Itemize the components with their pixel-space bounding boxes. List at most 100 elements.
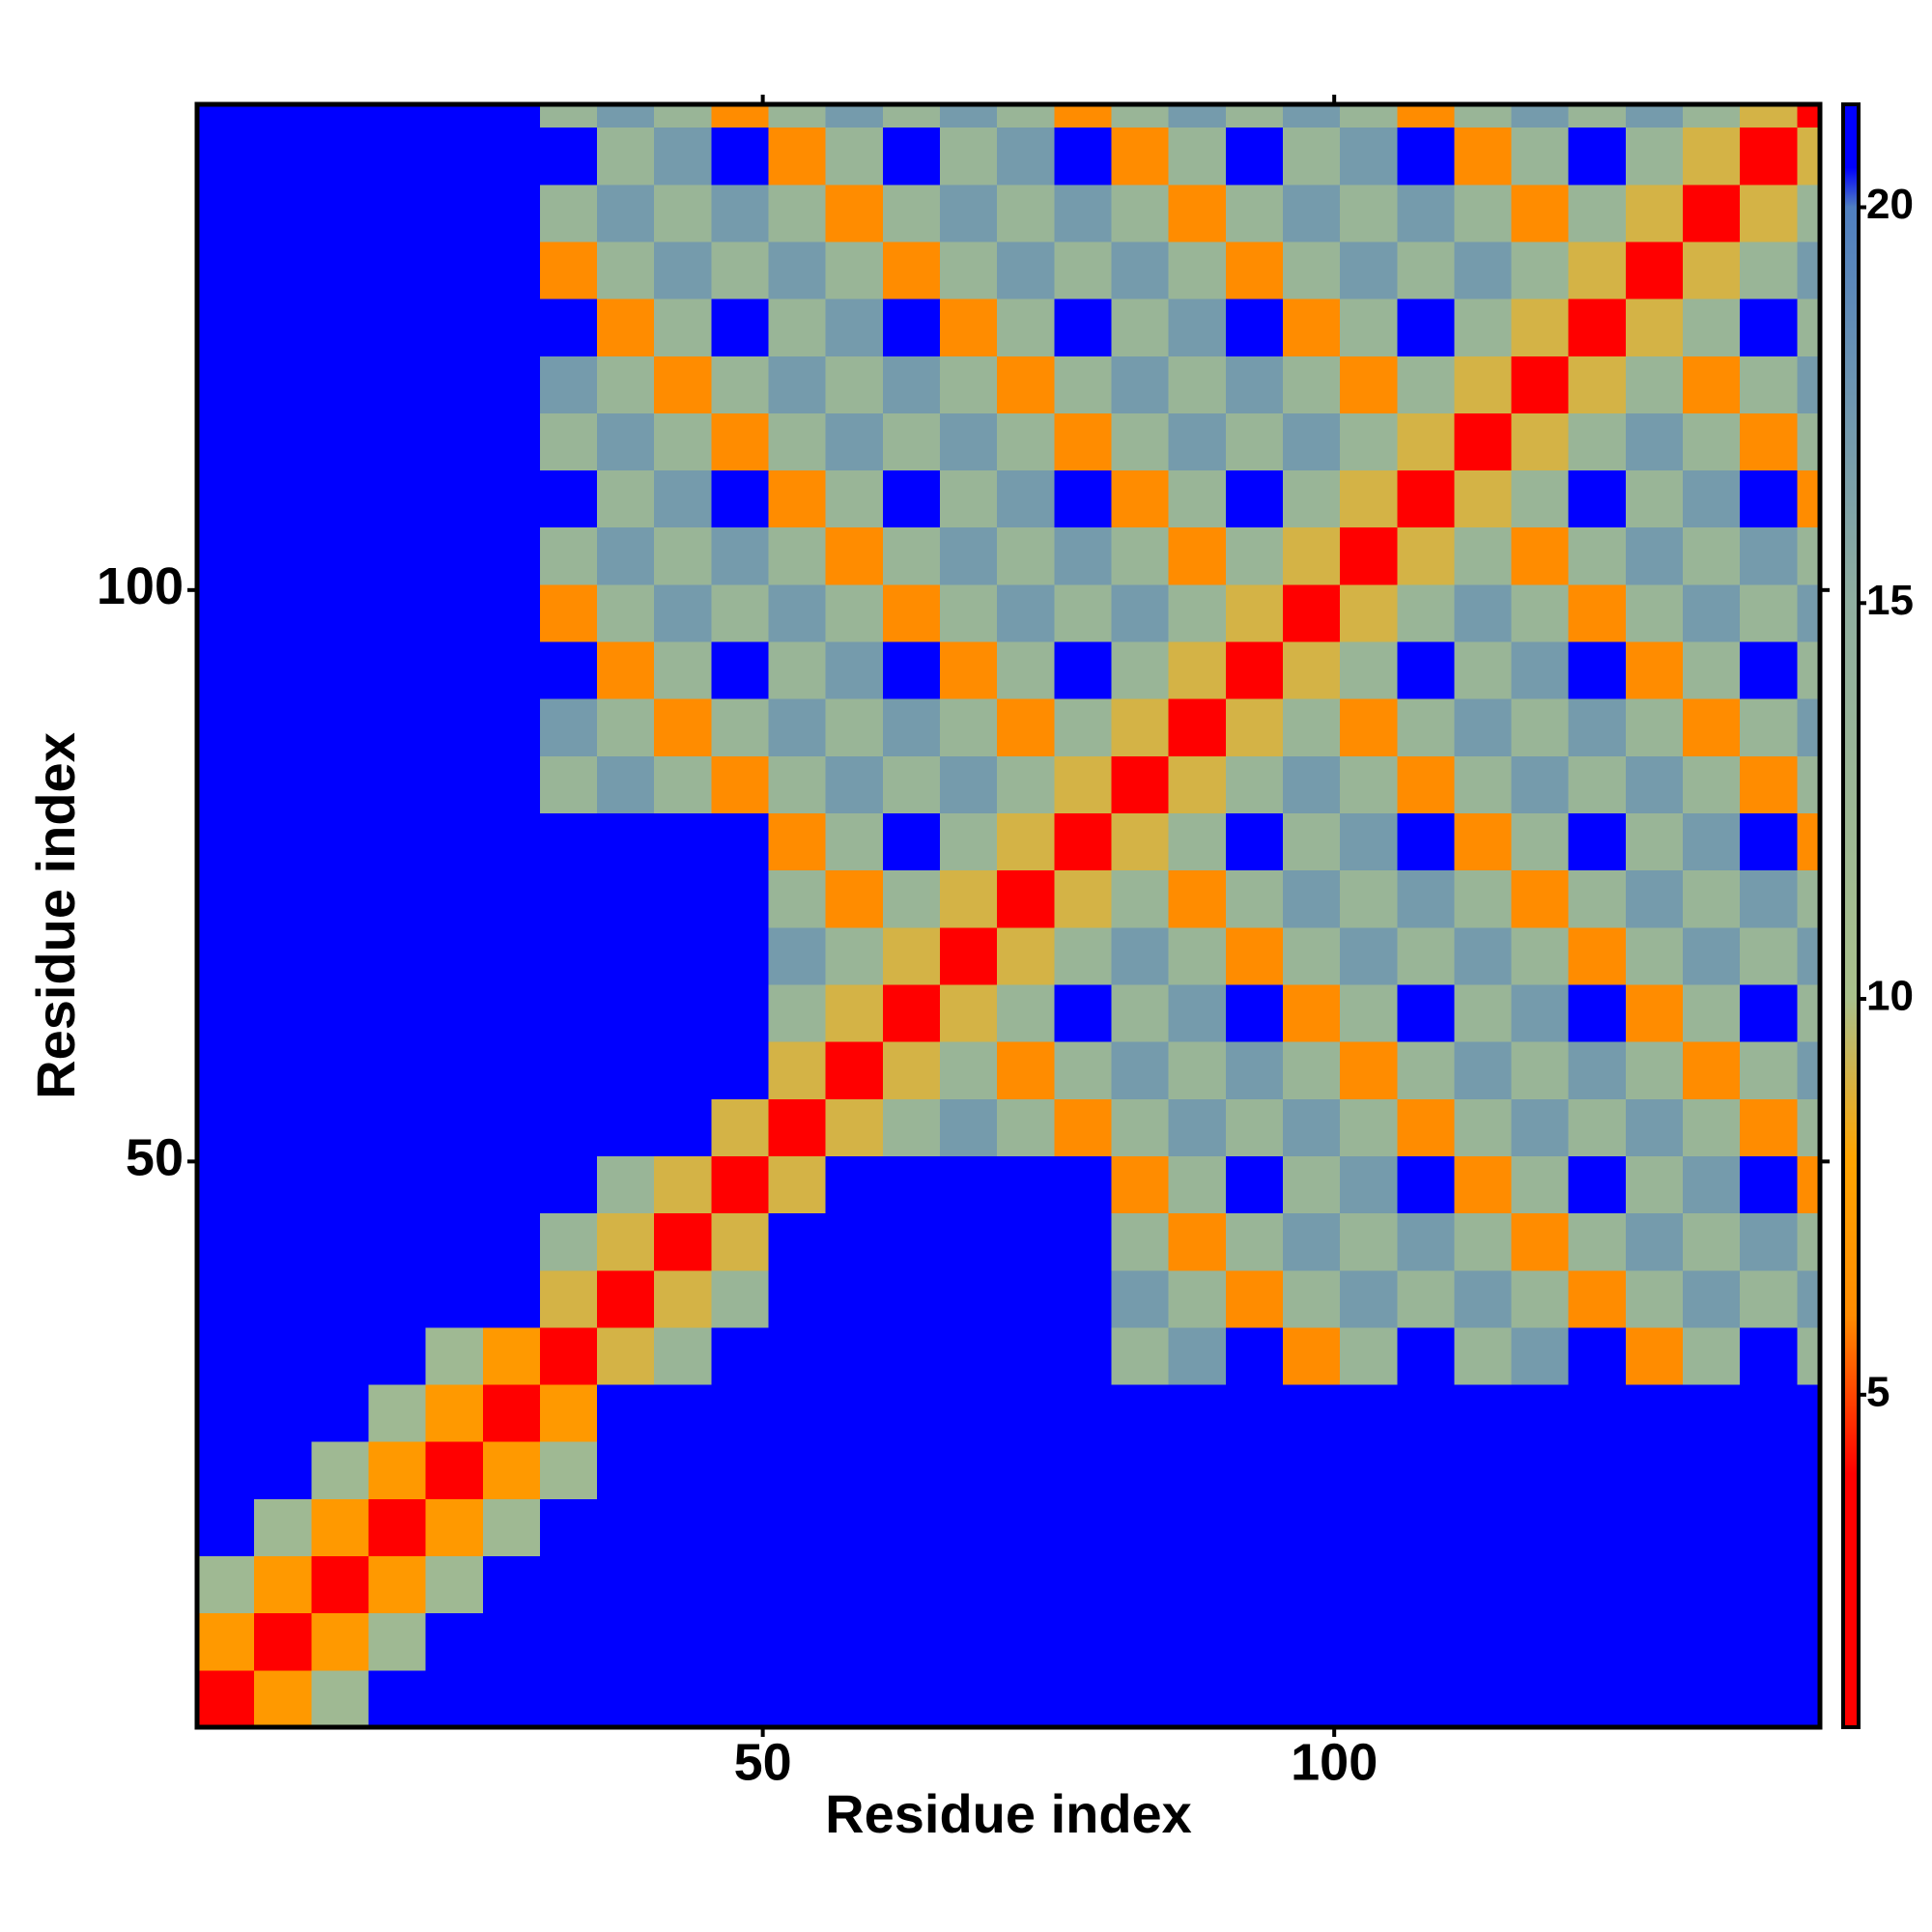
heatmap-cell (597, 926, 655, 985)
heatmap-cell (940, 1384, 998, 1442)
heatmap-cell (1797, 355, 1821, 413)
heatmap-cell (882, 698, 941, 756)
heatmap-cell (1282, 104, 1341, 128)
heatmap-cell (254, 983, 312, 1042)
heatmap-cell (1340, 755, 1398, 814)
heatmap-cell (1625, 583, 1684, 642)
heatmap-cell (482, 869, 541, 928)
heatmap-cell (1340, 1441, 1398, 1499)
heatmap-cell (1625, 1155, 1684, 1214)
heatmap-cell (254, 1669, 312, 1728)
heatmap-cell (1397, 526, 1455, 585)
heatmap-cell (882, 1669, 941, 1728)
heatmap-cell (1511, 641, 1570, 699)
heatmap-cell (825, 1441, 884, 1499)
heatmap-cell (1625, 926, 1684, 985)
heatmap-cell (197, 926, 255, 985)
heatmap-cell (1282, 469, 1341, 528)
heatmap-cell (311, 1041, 369, 1099)
heatmap-cell (1568, 127, 1627, 185)
heatmap-cell (1740, 1098, 1798, 1156)
heatmap-cell (1111, 1155, 1170, 1214)
heatmap-cell (1054, 1441, 1112, 1499)
heatmap-cell (1282, 1555, 1341, 1614)
heatmap-cell (825, 298, 884, 356)
heatmap-cell (997, 1212, 1055, 1271)
heatmap-cell (1454, 1269, 1513, 1328)
heatmap-cell (1454, 469, 1513, 528)
heatmap-cell (425, 812, 484, 871)
heatmap-cell (940, 869, 998, 928)
heatmap-cell (597, 755, 655, 814)
heatmap-cell (768, 1326, 827, 1385)
heatmap-cell (1225, 812, 1284, 871)
heatmap-cell (1683, 1555, 1741, 1614)
heatmap-cell (311, 241, 369, 299)
heatmap-cell (882, 1612, 941, 1671)
heatmap-cell (197, 641, 255, 699)
heatmap-cell (1225, 1326, 1284, 1385)
heatmap-cell (254, 127, 312, 185)
heatmap-cell (1168, 983, 1227, 1042)
heatmap-cell (654, 526, 712, 585)
heatmap-cell (368, 1555, 427, 1614)
heatmap-cell (311, 184, 369, 242)
heatmap-cell (311, 583, 369, 642)
heatmap-cell (425, 698, 484, 756)
heatmap-cell (825, 1041, 884, 1099)
heatmap-cell (711, 104, 770, 128)
heatmap-cell (1282, 298, 1341, 356)
heatmap-cell (997, 1612, 1055, 1671)
heatmap-cell (1454, 926, 1513, 985)
heatmap-cell (1111, 355, 1170, 413)
heatmap-cell (654, 755, 712, 814)
heatmap-cell (1282, 1498, 1341, 1557)
heatmap-cell (1625, 1326, 1684, 1385)
heatmap-cell (940, 1441, 998, 1499)
heatmap-cell (254, 755, 312, 814)
heatmap-cell (197, 526, 255, 585)
heatmap-cell (1797, 1612, 1821, 1671)
heatmap-cell (1397, 983, 1455, 1042)
heatmap-cell (425, 298, 484, 356)
heatmap-cell (654, 812, 712, 871)
heatmap-cell (254, 812, 312, 871)
heatmap-cell (539, 298, 598, 356)
heatmap-cell (1225, 698, 1284, 756)
heatmap-cell (1683, 812, 1741, 871)
heatmap-cell (539, 184, 598, 242)
heatmap-cell (1397, 1384, 1455, 1442)
heatmap-cell (539, 641, 598, 699)
heatmap-cell (254, 1155, 312, 1214)
heatmap-cell (1511, 698, 1570, 756)
heatmap-cell (1225, 983, 1284, 1042)
heatmap-cell (425, 926, 484, 985)
heatmap-cell (597, 355, 655, 413)
heatmap-cell (711, 983, 770, 1042)
heatmap-cell (1168, 1612, 1227, 1671)
heatmap-cell (539, 583, 598, 642)
heatmap-cell (654, 926, 712, 985)
heatmap-cell (997, 1441, 1055, 1499)
colorbar (1841, 102, 1861, 1729)
heatmap-cell (1340, 1098, 1398, 1156)
heatmap-cell (1168, 355, 1227, 413)
heatmap-cell (482, 641, 541, 699)
heatmap-cell (1683, 1441, 1741, 1499)
heatmap-cell (1111, 812, 1170, 871)
heatmap-cell (539, 1669, 598, 1728)
heatmap-cell (539, 104, 598, 128)
heatmap-cell (882, 1155, 941, 1214)
heatmap-cell (1340, 355, 1398, 413)
heatmap-cell (539, 1098, 598, 1156)
heatmap-cell (1740, 184, 1798, 242)
heatmap-cell (1054, 1555, 1112, 1614)
x-tick-label: 50 (734, 1733, 792, 1791)
heatmap-cell (1054, 869, 1112, 928)
heatmap-cell (1225, 526, 1284, 585)
heatmap-cell (997, 812, 1055, 871)
heatmap-cell (1168, 184, 1227, 242)
heatmap-cell (539, 526, 598, 585)
heatmap-cell (1683, 1098, 1741, 1156)
